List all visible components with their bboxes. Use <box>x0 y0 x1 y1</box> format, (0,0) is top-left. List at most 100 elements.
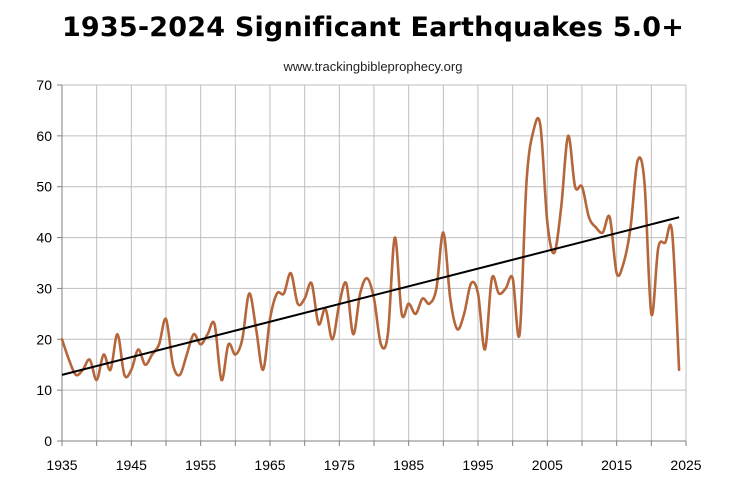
data-point <box>602 231 604 233</box>
data-point <box>165 318 167 320</box>
data-point <box>172 364 174 366</box>
data-point <box>276 292 278 294</box>
data-point <box>650 313 652 315</box>
x-tick-label: 1995 <box>462 457 493 473</box>
data-point <box>151 353 153 355</box>
data-point <box>609 216 611 218</box>
data-point <box>525 180 527 182</box>
tick-labels: 0 10 20 30 40 50 60 70 1935 1945 1955 1965 1975 1985 1… <box>36 77 701 473</box>
axes <box>57 84 687 446</box>
data-point <box>511 277 513 279</box>
x-tick-label: 2005 <box>532 457 563 473</box>
data-point <box>581 186 583 188</box>
data-point <box>442 231 444 233</box>
data-point <box>491 277 493 279</box>
data-point <box>435 287 437 289</box>
data-point <box>248 292 250 294</box>
data-point <box>595 226 597 228</box>
data-point <box>206 333 208 335</box>
data-point <box>387 333 389 335</box>
data-point <box>290 272 292 274</box>
chart-subtitle: www.trackingbibleprophecy.org <box>283 59 463 74</box>
data-point <box>109 369 111 371</box>
data-point <box>255 328 257 330</box>
series-line <box>60 116 681 382</box>
data-point <box>546 221 548 223</box>
data-point <box>407 302 409 304</box>
data-point <box>539 124 541 126</box>
grid-lines <box>62 84 687 441</box>
data-point <box>560 206 562 208</box>
data-point <box>345 282 347 284</box>
data-point <box>532 130 534 132</box>
data-point <box>574 186 576 188</box>
x-tick-label: 1955 <box>185 457 216 473</box>
data-point <box>61 338 63 340</box>
data-point <box>269 318 271 320</box>
data-point <box>68 358 70 360</box>
data-point <box>220 379 222 381</box>
data-point <box>137 348 139 350</box>
data-point <box>414 313 416 315</box>
data-point <box>193 333 195 335</box>
data-point <box>116 333 118 335</box>
data-point <box>615 272 617 274</box>
data-point <box>95 379 97 381</box>
x-tick-label: 1945 <box>116 457 147 473</box>
data-point <box>380 343 382 345</box>
data-point <box>498 292 500 294</box>
data-point <box>373 297 375 299</box>
data-point <box>186 353 188 355</box>
data-point <box>75 374 77 376</box>
data-point <box>241 338 243 340</box>
data-point <box>484 348 486 350</box>
series-layer <box>60 116 681 382</box>
data-point <box>553 252 555 254</box>
y-tick-label: 0 <box>44 433 52 449</box>
data-point <box>310 282 312 284</box>
data-point <box>456 328 458 330</box>
data-point <box>234 353 236 355</box>
data-point <box>359 292 361 294</box>
data-point <box>636 160 638 162</box>
data-point <box>317 323 319 325</box>
data-point <box>671 231 673 233</box>
y-tick-label: 10 <box>36 382 52 398</box>
data-point <box>477 292 479 294</box>
x-tick-label: 1985 <box>393 457 424 473</box>
y-tick-label: 60 <box>36 128 52 144</box>
data-point <box>130 369 132 371</box>
x-tick-label: 1965 <box>254 457 285 473</box>
data-point <box>428 302 430 304</box>
x-tick-label: 1975 <box>324 457 355 473</box>
data-point <box>199 343 201 345</box>
y-tick-label: 20 <box>36 331 52 347</box>
data-point <box>463 313 465 315</box>
data-point <box>352 333 354 335</box>
data-point <box>366 277 368 279</box>
data-point <box>449 297 451 299</box>
data-point <box>657 247 659 249</box>
y-tick-label: 50 <box>36 179 52 195</box>
trendline-layer <box>61 216 680 376</box>
data-point <box>262 369 264 371</box>
data-point <box>470 282 472 284</box>
data-point <box>213 323 215 325</box>
data-point <box>158 343 160 345</box>
x-tick-label: 1935 <box>46 457 77 473</box>
data-point <box>622 262 624 264</box>
data-point <box>227 343 229 345</box>
data-point <box>331 338 333 340</box>
data-point <box>102 353 104 355</box>
data-point <box>421 297 423 299</box>
data-point <box>89 358 91 360</box>
data-point <box>505 287 507 289</box>
data-point <box>123 374 125 376</box>
data-point <box>283 292 285 294</box>
x-tick-label: 2025 <box>670 457 701 473</box>
y-tick-label: 70 <box>36 77 52 93</box>
data-point <box>303 297 305 299</box>
y-tick-label: 40 <box>36 230 52 246</box>
